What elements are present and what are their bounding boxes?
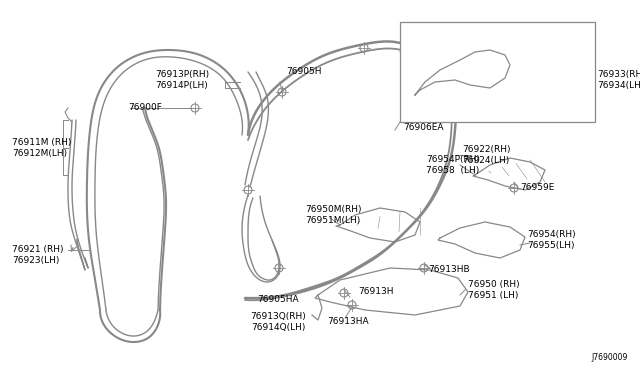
Text: 76905H: 76905H: [286, 67, 321, 77]
Text: 76905HA: 76905HA: [257, 295, 299, 305]
Text: J7690009: J7690009: [591, 353, 628, 362]
Text: 76913P(RH)
76914P(LH): 76913P(RH) 76914P(LH): [155, 70, 209, 90]
Text: 76900F: 76900F: [128, 103, 162, 112]
Text: 76922(RH)
76924(LH): 76922(RH) 76924(LH): [462, 145, 511, 165]
Text: 76950M(RH)
76951M(LH): 76950M(RH) 76951M(LH): [305, 205, 362, 225]
Text: 76913HA: 76913HA: [327, 317, 369, 327]
Text: 76950 (RH)
76951 (LH): 76950 (RH) 76951 (LH): [468, 280, 520, 300]
Text: 76913HB: 76913HB: [428, 266, 470, 275]
Bar: [400, 22, 595, 122]
Text: 76913H: 76913H: [358, 288, 394, 296]
Text: 76913Q(RH)
76914Q(LH): 76913Q(RH) 76914Q(LH): [250, 312, 306, 332]
Text: 76954P(RH)
76958  (LH): 76954P(RH) 76958 (LH): [426, 155, 480, 175]
Text: 76911M (RH)
76912M(LH): 76911M (RH) 76912M(LH): [12, 138, 72, 158]
Text: 76906E: 76906E: [487, 26, 522, 35]
Text: 76906EA: 76906EA: [403, 122, 444, 131]
Text: 76954(RH)
76955(LH): 76954(RH) 76955(LH): [527, 230, 575, 250]
Text: 76933(RH)
76934(LH): 76933(RH) 76934(LH): [597, 70, 640, 90]
Text: 76959E: 76959E: [520, 183, 554, 192]
Text: 76921 (RH)
76923(LH): 76921 (RH) 76923(LH): [12, 245, 63, 265]
